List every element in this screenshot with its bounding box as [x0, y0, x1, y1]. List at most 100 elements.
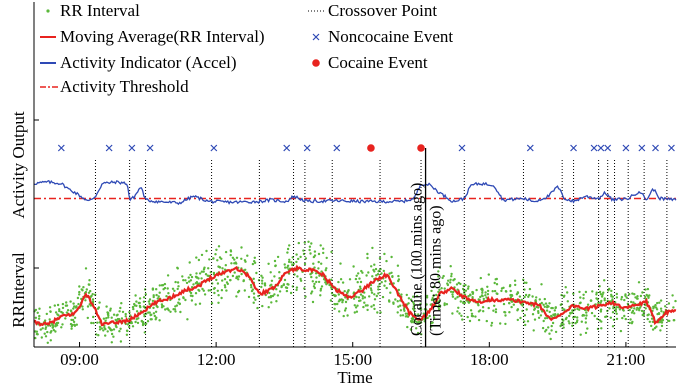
rr-point: [370, 291, 374, 294]
rr-point: [61, 323, 64, 326]
legend-item-coc: Cocaine Event: [312, 53, 428, 72]
rr-point: [296, 275, 299, 278]
rr-point: [481, 289, 484, 292]
rr-point: [173, 289, 176, 292]
rr-point: [591, 290, 594, 293]
rr-point: [104, 319, 107, 322]
rr-point: [515, 293, 519, 296]
rr-point: [660, 324, 664, 328]
rr-point: [467, 285, 470, 288]
rr-point: [261, 276, 264, 279]
rr-point: [646, 317, 649, 321]
rr-point: [144, 293, 147, 296]
rr-point: [213, 286, 216, 290]
rr-point: [650, 324, 653, 328]
rr-point: [565, 316, 568, 319]
rr-point: [295, 288, 298, 292]
rr-point: [493, 289, 497, 293]
rr-point: [319, 294, 322, 297]
rr-point: [70, 310, 73, 313]
rr-point: [344, 307, 348, 310]
rr-point: [413, 309, 416, 312]
rr-point: [605, 315, 608, 318]
rr-point: [189, 291, 193, 295]
rr-point: [330, 250, 333, 254]
rr-point: [381, 295, 385, 299]
rr-point: [178, 298, 181, 301]
rr-point: [493, 281, 496, 285]
rr-point: [204, 273, 208, 276]
legend-item-cross: Crossover Point: [308, 1, 437, 20]
rr-point: [176, 287, 179, 291]
rr-point: [135, 304, 138, 307]
rr-point: [369, 287, 373, 290]
rr-point: [388, 272, 391, 275]
noncocaine-event-marker: [590, 144, 598, 152]
rr-point: [224, 286, 227, 289]
rr-point: [354, 306, 358, 309]
rr-point: [467, 301, 471, 304]
rr-point: [98, 328, 102, 331]
rr-point: [237, 278, 240, 281]
rr-point: [142, 300, 146, 303]
rr-point: [317, 267, 320, 270]
rr-point: [271, 294, 275, 298]
rr-point: [530, 304, 533, 307]
rr-point: [189, 273, 192, 277]
rr-point: [267, 306, 270, 309]
rr-point: [602, 291, 605, 294]
rr-point: [260, 279, 264, 282]
rr-point: [571, 309, 574, 312]
rr-point: [269, 294, 273, 298]
rr-point: [184, 279, 187, 282]
rr-point: [221, 279, 224, 282]
rr-point: [146, 320, 150, 323]
rr-point: [547, 305, 550, 308]
rr-point: [554, 306, 557, 309]
rr-point: [567, 320, 570, 323]
rr-point: [348, 278, 352, 281]
rr-point: [615, 292, 618, 296]
rr-point: [70, 325, 74, 328]
rr-point: [197, 277, 200, 280]
rr-point: [406, 325, 409, 329]
rr-point: [404, 312, 408, 315]
rr-point: [606, 299, 609, 302]
rr-point: [551, 306, 554, 310]
rr-point: [217, 301, 220, 304]
rr-point: [130, 321, 133, 325]
rr-point: [240, 246, 243, 249]
legend-label: Moving Average(RR Interval): [60, 27, 265, 46]
rr-point: [533, 307, 537, 310]
rr-point: [148, 298, 152, 301]
rr-point: [308, 248, 311, 252]
rr-point: [52, 328, 55, 332]
rr-point: [372, 304, 375, 307]
rr-point: [278, 277, 281, 280]
rr-point: [171, 287, 175, 290]
rr-point: [155, 293, 158, 297]
rr-point: [432, 285, 436, 289]
rr-point: [121, 310, 125, 314]
rr-point: [481, 306, 485, 309]
rr-point: [625, 296, 628, 299]
rr-point: [304, 295, 307, 298]
rr-point: [293, 273, 296, 276]
rr-point: [333, 307, 336, 310]
rr-point: [659, 299, 663, 302]
rr-point: [376, 311, 379, 314]
rr-point: [374, 267, 378, 271]
rr-point: [519, 316, 522, 320]
rr-point: [449, 265, 452, 268]
rr-point: [373, 270, 376, 273]
rr-point: [509, 289, 512, 293]
rr-point: [187, 276, 190, 279]
rr-point: [317, 280, 321, 284]
rr-point: [334, 303, 337, 306]
rr-point: [611, 311, 615, 314]
rr-point: [118, 310, 121, 313]
rr-point: [188, 280, 191, 283]
rr-point: [518, 295, 522, 298]
rr-point: [441, 276, 444, 280]
noncocaine-event-marker: [333, 144, 341, 152]
